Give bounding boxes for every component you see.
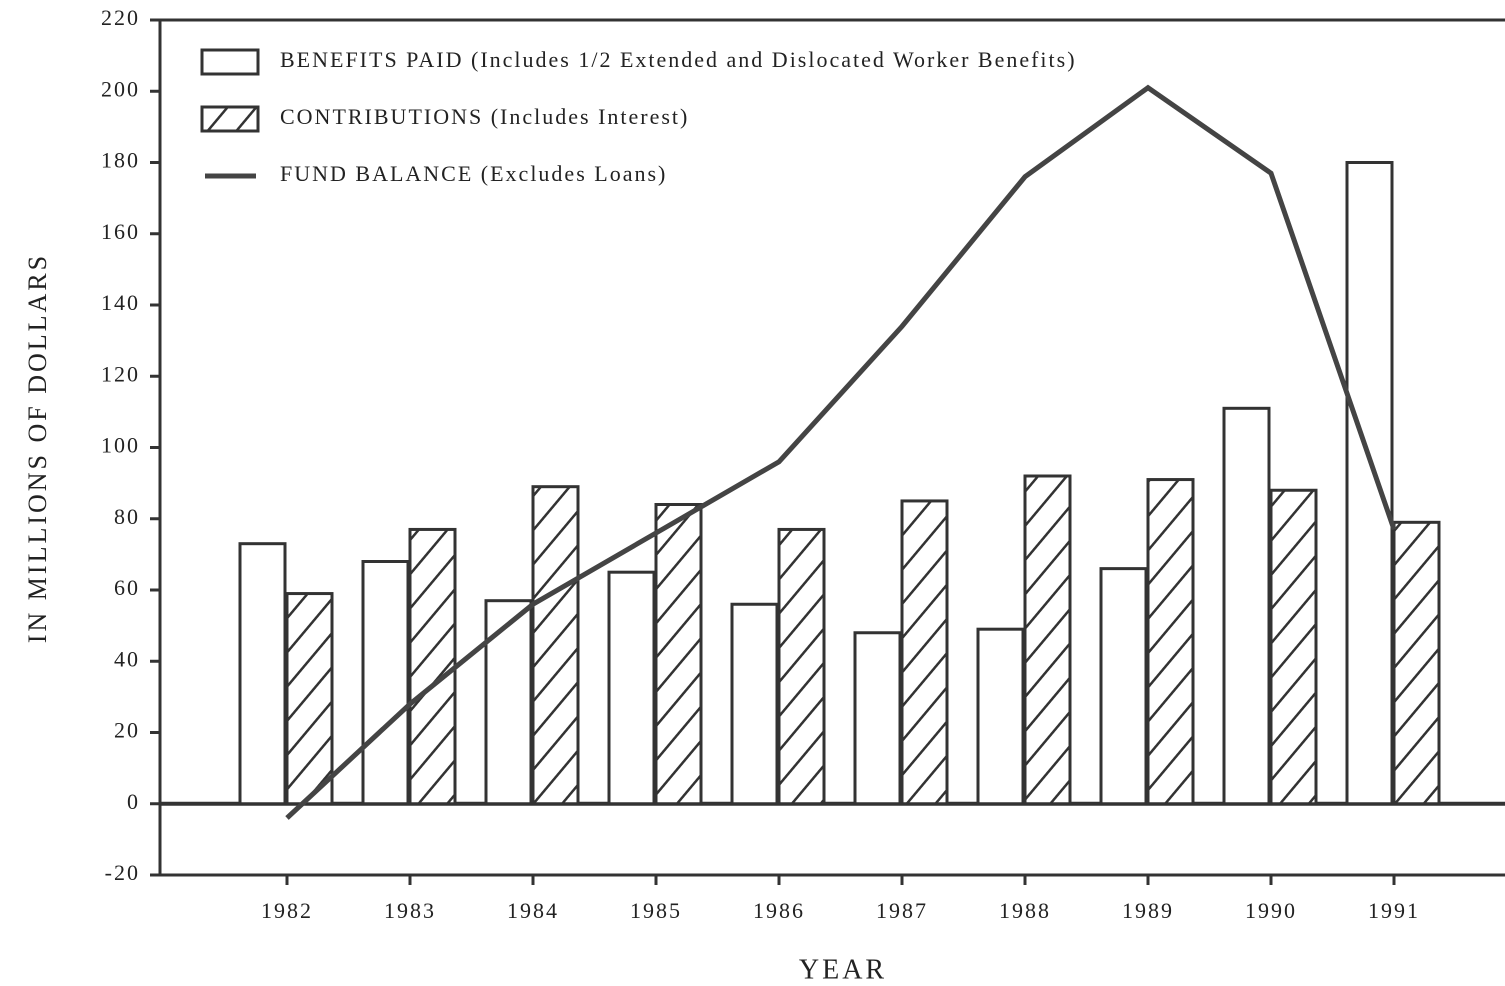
y-tick-label: 100 <box>101 433 140 458</box>
bar <box>1146 478 1195 806</box>
bar <box>1099 567 1148 806</box>
bar <box>777 527 826 806</box>
y-tick-label: 20 <box>114 718 140 743</box>
y-tick-label: -20 <box>105 860 140 885</box>
x-axis-label: YEAR <box>799 954 887 985</box>
x-tick-label: 1983 <box>384 898 436 923</box>
bar <box>238 542 287 806</box>
fund-balance-line <box>285 84 1397 820</box>
bar <box>607 570 656 806</box>
legend-label: BENEFITS PAID (Includes 1/2 Extended and… <box>280 47 1077 72</box>
bar <box>1392 520 1441 806</box>
bar <box>900 499 949 806</box>
bar <box>1023 474 1072 806</box>
x-tick-label: 1991 <box>1368 898 1420 923</box>
bar <box>654 503 703 806</box>
legend-swatch <box>200 48 260 76</box>
y-axis-label: IN MILLIONS OF DOLLARS <box>23 253 52 643</box>
y-tick-label: 220 <box>101 5 140 30</box>
y-tick-label: 180 <box>101 148 140 173</box>
bar <box>853 631 902 806</box>
y-tick-label: 140 <box>101 290 140 315</box>
y-tick-label: 0 <box>127 789 140 814</box>
y-tick-label: 160 <box>101 219 140 244</box>
y-tick-label: 40 <box>114 646 140 671</box>
x-tick-label: 1988 <box>999 898 1051 923</box>
legend-swatch <box>200 105 260 133</box>
y-tick-label: 200 <box>101 76 140 101</box>
bar <box>1222 406 1271 806</box>
bar <box>531 485 580 806</box>
bar <box>730 602 779 806</box>
bar <box>1269 488 1318 806</box>
x-tick-label: 1990 <box>1245 898 1297 923</box>
x-tick-label: 1987 <box>876 898 928 923</box>
bar <box>408 527 457 806</box>
bar <box>484 599 533 806</box>
bar <box>1345 161 1394 806</box>
x-tick-label: 1985 <box>630 898 682 923</box>
bar <box>976 627 1025 806</box>
bar <box>361 560 410 806</box>
legend-label: CONTRIBUTIONS (Includes Interest) <box>280 104 689 129</box>
x-tick-label: 1982 <box>261 898 313 923</box>
bar <box>285 592 334 806</box>
x-tick-label: 1989 <box>1122 898 1174 923</box>
x-tick-label: 1986 <box>753 898 805 923</box>
x-tick-label: 1984 <box>507 898 559 923</box>
y-tick-label: 120 <box>101 361 140 386</box>
legend-label: FUND BALANCE (Excludes Loans) <box>280 161 667 186</box>
y-tick-label: 60 <box>114 575 140 600</box>
y-tick-label: 80 <box>114 504 140 529</box>
